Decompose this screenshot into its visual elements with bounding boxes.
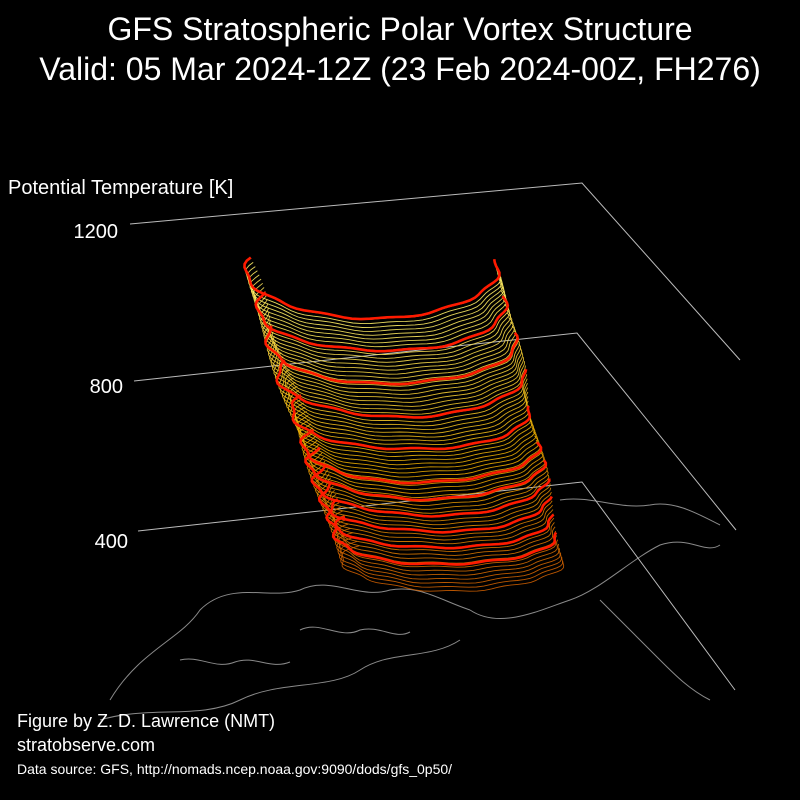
highlight-contour bbox=[331, 515, 558, 566]
isentrope-contour bbox=[302, 439, 545, 494]
isentrope-contour bbox=[280, 369, 528, 427]
chart-subtitle: Valid: 05 Mar 2024-12Z (23 Feb 2024-00Z,… bbox=[39, 51, 761, 87]
highlight-contour bbox=[275, 359, 528, 419]
highlight-contour bbox=[310, 463, 551, 518]
isentrope-contour bbox=[322, 489, 553, 541]
highlight-contour bbox=[299, 428, 543, 485]
isentrope-contour bbox=[336, 527, 560, 576]
isentrope-contour bbox=[252, 282, 507, 344]
isentrope-contour bbox=[244, 257, 501, 321]
coastline bbox=[599, 599, 711, 701]
grid-line bbox=[137, 481, 736, 691]
isentrope-contour bbox=[309, 460, 550, 514]
highlight-contour bbox=[264, 325, 520, 386]
isentrope-contour bbox=[330, 510, 556, 560]
isentrope-contour bbox=[314, 473, 552, 526]
isentrope-contour bbox=[281, 373, 528, 431]
isentrope-contour bbox=[334, 523, 559, 572]
z-axis-label: Potential Temperature [K] bbox=[8, 177, 233, 199]
website-link[interactable]: stratobserve.com bbox=[17, 735, 156, 755]
isentrope-contour bbox=[306, 452, 548, 506]
isentrope-contour bbox=[324, 494, 554, 545]
z-tick-label: 800 bbox=[90, 376, 123, 398]
axis-box bbox=[129, 182, 741, 691]
isentrope-contour bbox=[274, 356, 526, 415]
isentrope-contour bbox=[287, 385, 529, 442]
isentrope-contour bbox=[256, 295, 510, 355]
coastline bbox=[179, 658, 291, 665]
coastline bbox=[559, 498, 721, 526]
grid-line bbox=[129, 182, 741, 361]
coastline bbox=[469, 541, 721, 619]
axis-text: 400 800 1200 Potential Temperature [K] bbox=[8, 177, 233, 553]
isentrope-contour bbox=[250, 278, 506, 340]
highlight-contour bbox=[290, 394, 532, 451]
isentrope-contour bbox=[329, 506, 555, 556]
isentrope-contour bbox=[265, 327, 519, 387]
isentrope-contour bbox=[283, 377, 529, 434]
isentrope-contour bbox=[337, 532, 561, 580]
isentrope-contour bbox=[298, 423, 540, 478]
isentrope-contour bbox=[270, 344, 524, 403]
chart-title: GFS Stratospheric Polar Vortex Structure bbox=[107, 11, 693, 47]
isentrope-contour bbox=[304, 444, 546, 498]
coastline bbox=[299, 626, 411, 635]
highlight-contour bbox=[243, 256, 501, 321]
isentrope-contour bbox=[263, 319, 517, 379]
isentrope-contour bbox=[246, 266, 503, 328]
isentrope-contour bbox=[295, 410, 536, 466]
coastline bbox=[99, 639, 461, 721]
isentrope-contour bbox=[261, 311, 514, 371]
highlight-contour bbox=[317, 481, 553, 534]
isentrope-contour bbox=[297, 419, 539, 474]
z-tick-label: 1200 bbox=[74, 221, 119, 243]
data-source: Data source: GFS, http://nomads.ncep.noa… bbox=[17, 761, 453, 777]
isentrope-contour bbox=[278, 364, 528, 423]
isentrope-contour bbox=[341, 545, 565, 592]
highlight-contour bbox=[325, 498, 555, 550]
vortex-surface bbox=[243, 256, 565, 592]
isentrope-contour bbox=[266, 331, 520, 391]
isentrope-contour bbox=[267, 335, 521, 395]
isentrope-contour bbox=[285, 381, 529, 438]
coastline-map bbox=[99, 498, 721, 721]
isentrope-contour bbox=[247, 270, 504, 332]
isentrope-contour bbox=[269, 339, 523, 399]
isentrope-contour bbox=[320, 485, 553, 537]
isentrope-contour bbox=[272, 348, 525, 407]
isentrope-contour bbox=[245, 262, 502, 325]
isentrope-contour bbox=[262, 315, 515, 375]
isentrope-contour bbox=[294, 406, 534, 462]
highlight-contour bbox=[304, 446, 548, 502]
coastline bbox=[109, 584, 471, 701]
isentrope-contour bbox=[290, 390, 529, 446]
isentrope-contour bbox=[264, 323, 518, 383]
isentrope-contour bbox=[327, 502, 555, 552]
isentrope-contour bbox=[293, 402, 533, 457]
figure-credit: Figure by Z. D. Lawrence (NMT) bbox=[17, 711, 276, 731]
highlight-contour bbox=[254, 291, 510, 353]
z-tick-label: 400 bbox=[95, 531, 128, 553]
isentrope-contour bbox=[313, 469, 551, 522]
